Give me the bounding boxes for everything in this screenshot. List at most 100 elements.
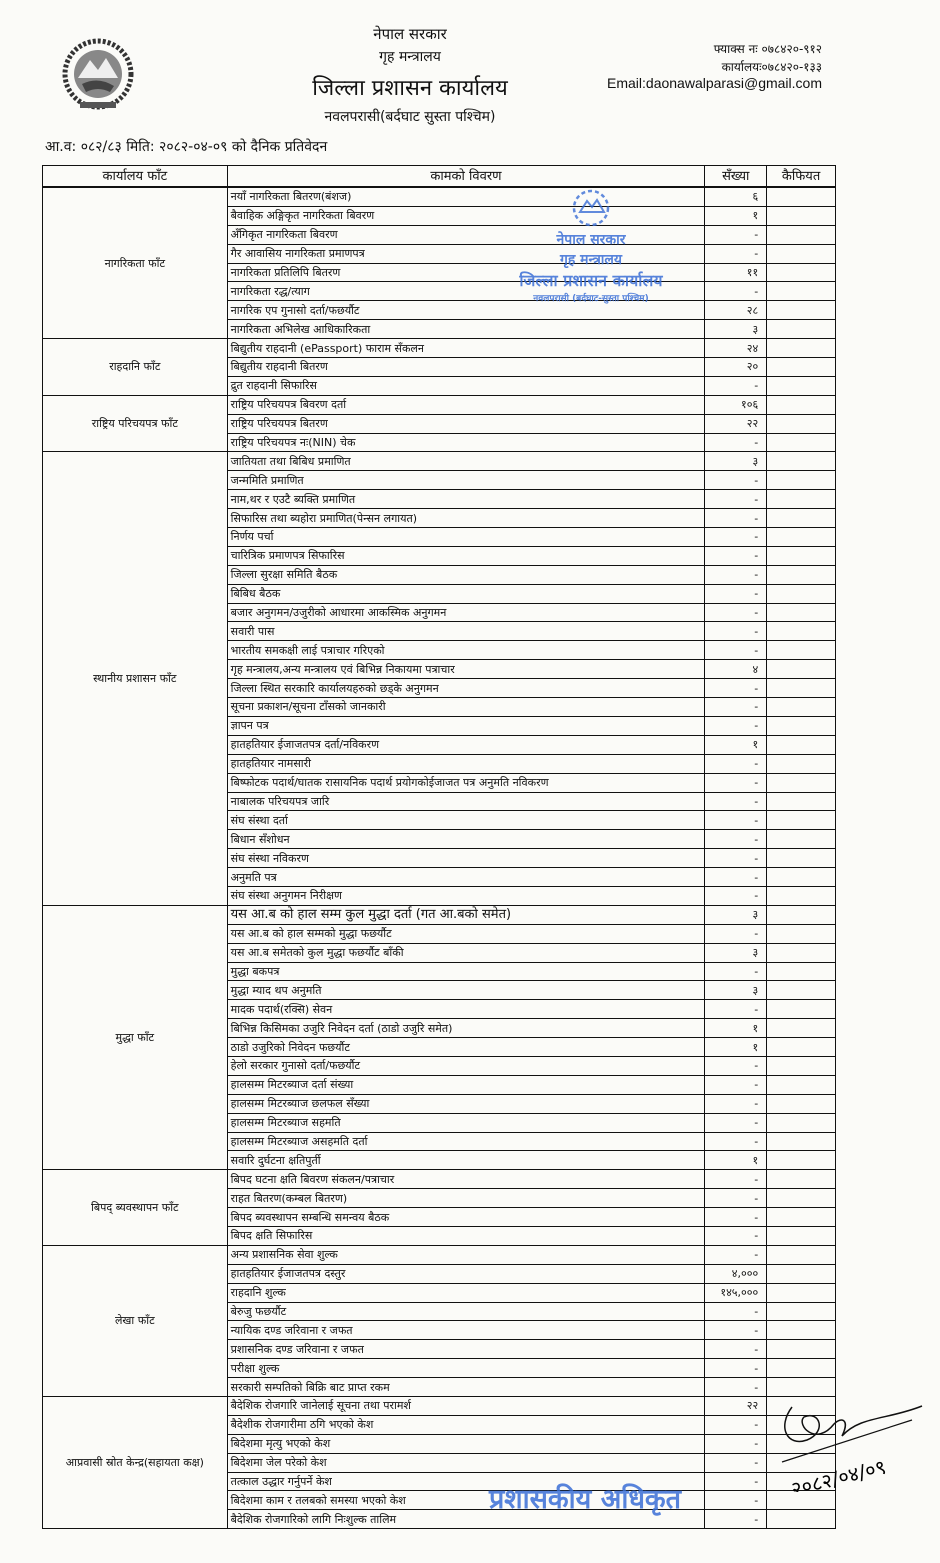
- work-count: ३: [704, 942, 768, 963]
- work-description: बैदेशीक रोजगारीमा ठगि भएको केश: [226, 1414, 706, 1435]
- remarks-cell: [766, 678, 836, 699]
- work-count: -: [704, 583, 768, 604]
- remarks-cell: [766, 1018, 836, 1039]
- work-count: -: [704, 1490, 768, 1511]
- remarks-cell: [766, 715, 836, 736]
- work-count: १: [704, 1150, 768, 1171]
- report-title: आ.व: ०८२/८३ मिति: २०८२-०४-०९ को दैनिक प्…: [45, 139, 328, 155]
- work-count: -: [704, 545, 768, 566]
- work-count: -: [704, 1433, 768, 1454]
- work-description: नागरिकता प्रतिलिपि बितरण: [226, 262, 706, 283]
- work-count: -: [704, 527, 768, 547]
- work-count: -: [704, 715, 768, 736]
- work-count: -: [704, 224, 768, 245]
- remarks-cell: [766, 1282, 836, 1303]
- work-count: -: [704, 999, 768, 1020]
- work-description: नाम,थर र एउटै ब्यक्ति प्रमाणित: [226, 489, 706, 510]
- remarks-cell: [766, 338, 836, 359]
- work-count: -: [704, 1207, 768, 1227]
- remarks-cell: [766, 791, 836, 812]
- work-count: -: [704, 1358, 768, 1379]
- table-row: राहत बितरण(कम्बल बितरण) -: [43, 1188, 836, 1209]
- work-description: न्यायिक दण्ड जरिवाना र जफत: [226, 1320, 706, 1341]
- table-row: मुद्धा म्याद थप अनुमति ३: [43, 980, 836, 1001]
- work-description: राष्ट्रिय परिचयपत्र नः(NIN) चेक: [226, 432, 706, 453]
- remarks-cell: [766, 961, 836, 982]
- table-row: बिदेशमा काम र तलबको समस्या भएको केश -: [43, 1490, 836, 1511]
- remarks-cell: [766, 867, 836, 887]
- work-description: नयाँ नागरिकता बितरण(बंशज): [226, 186, 706, 207]
- work-count: -: [704, 678, 768, 699]
- remarks-cell: [766, 224, 836, 245]
- work-description: बिद्युतीय राहदानी (ePassport) फाराम सँकल…: [226, 338, 706, 359]
- table-row: ज्ञापन पत्र -: [43, 715, 836, 736]
- table-row: नागरिक एप गुनासो दर्ता/फछर्यौट २८: [43, 300, 836, 321]
- work-description: निर्णय पर्चा: [226, 527, 706, 547]
- table-row: नागरिकता फाँट नयाँ नागरिकता बितरण(बंशज) ६: [42, 186, 836, 340]
- work-description: यस आ.ब को हाल सम्मको मुद्धा फछर्यौट: [226, 923, 706, 944]
- table-row: बिद्युतीय राहदानी बितरण २०: [43, 357, 836, 377]
- work-count: ३: [704, 904, 768, 925]
- work-count: -: [704, 791, 768, 812]
- work-count: -: [704, 489, 768, 510]
- table-row: सवारि दुर्घटना क्षतिपुर्ती १: [43, 1150, 836, 1171]
- work-count: -: [704, 1377, 768, 1397]
- work-count: २२: [704, 413, 768, 434]
- work-description: परीक्षा शुल्क: [226, 1358, 706, 1379]
- remarks-cell: [766, 999, 836, 1020]
- table-row: मादक पदार्थ(रक्सि) सेवन -: [43, 999, 836, 1020]
- work-count: -: [704, 1301, 768, 1322]
- work-count: -: [704, 375, 768, 396]
- work-count: ३: [704, 319, 768, 340]
- table-row: जिल्ला स्थित सरकारि कार्यालयहरुको छड्के …: [43, 678, 836, 699]
- work-count: -: [704, 1055, 768, 1076]
- table-row: राष्ट्रिय परिचयपत्र बितरण २२: [43, 413, 836, 434]
- remarks-cell: [766, 1093, 836, 1114]
- table-row: बिदेशमा जेल परेको केश -: [43, 1452, 836, 1473]
- ministry-name: गृह मन्त्रालय: [379, 49, 441, 65]
- remarks-cell: [766, 1169, 836, 1190]
- work-description: सवारि दुर्घटना क्षतिपुर्ती: [226, 1150, 706, 1171]
- table-row: स्थानीय प्रशासन फाँट जातियता तथा बिबिध प्…: [42, 451, 836, 906]
- table-row: अनुमति पत्र -: [43, 867, 836, 887]
- work-count: -: [704, 1244, 768, 1265]
- work-description: संघ संस्था अनुगमन निरीक्षण: [226, 885, 706, 906]
- table-row: राष्ट्रिय परिचयपत्र फाँट राष्ट्रिय परिचयप…: [42, 394, 836, 453]
- remarks-cell: [766, 527, 836, 547]
- remarks-cell: [766, 1339, 836, 1360]
- remarks-cell: [766, 1358, 836, 1379]
- work-description: प्रशासनिक दण्ड जरिवाना र जफत: [226, 1339, 706, 1360]
- remarks-cell: [766, 1490, 836, 1511]
- fax-number: फ्याक्स नः ०७८४२०-९१२: [713, 42, 822, 56]
- section-name: लेखा फाँट: [42, 1244, 228, 1398]
- section-name: नागरिकता फाँट: [42, 186, 228, 340]
- remarks-cell: [766, 1207, 836, 1227]
- work-description: तत्काल उद्धार गर्नुपर्ने केश: [226, 1471, 706, 1492]
- work-description: राष्ट्रिय परिचयपत्र बितरण: [226, 413, 706, 434]
- remarks-cell: [766, 1244, 836, 1265]
- table-row: यस आ.ब समेतको कुल मुद्धा फछर्यौट बाँकी ३: [43, 942, 836, 963]
- remarks-cell: [766, 734, 836, 755]
- work-count: २४: [704, 338, 768, 359]
- work-count: -: [704, 1339, 768, 1360]
- work-description: बिष्फोटक पदार्थ/घातक रासायनिक पदार्थ प्र…: [226, 772, 706, 793]
- remarks-cell: [766, 1414, 836, 1435]
- work-description: नागरिक एप गुनासो दर्ता/फछर्यौट: [226, 300, 706, 321]
- remarks-cell: [766, 1112, 836, 1133]
- remarks-cell: [766, 885, 836, 906]
- work-count: -: [704, 243, 768, 264]
- work-count: -: [704, 1320, 768, 1341]
- work-count: -: [704, 564, 768, 585]
- work-count: -: [704, 1131, 768, 1152]
- table-row: लेखा फाँट अन्य प्रशासनिक सेवा शुल्क -: [42, 1244, 836, 1398]
- work-count: २८: [704, 300, 768, 321]
- header-remarks: कैफियत: [766, 165, 836, 188]
- remarks-cell: [766, 753, 836, 774]
- remarks-cell: [766, 1471, 836, 1492]
- table-row: नागरिकता प्रतिलिपि बितरण ११: [43, 262, 836, 283]
- remarks-cell: [766, 545, 836, 566]
- work-description: जिल्ला स्थित सरकारि कार्यालयहरुको छड्के …: [226, 678, 706, 699]
- remarks-cell: [766, 1301, 836, 1322]
- remarks-cell: [766, 810, 836, 831]
- work-description: संघ संस्था दर्ता: [226, 810, 706, 831]
